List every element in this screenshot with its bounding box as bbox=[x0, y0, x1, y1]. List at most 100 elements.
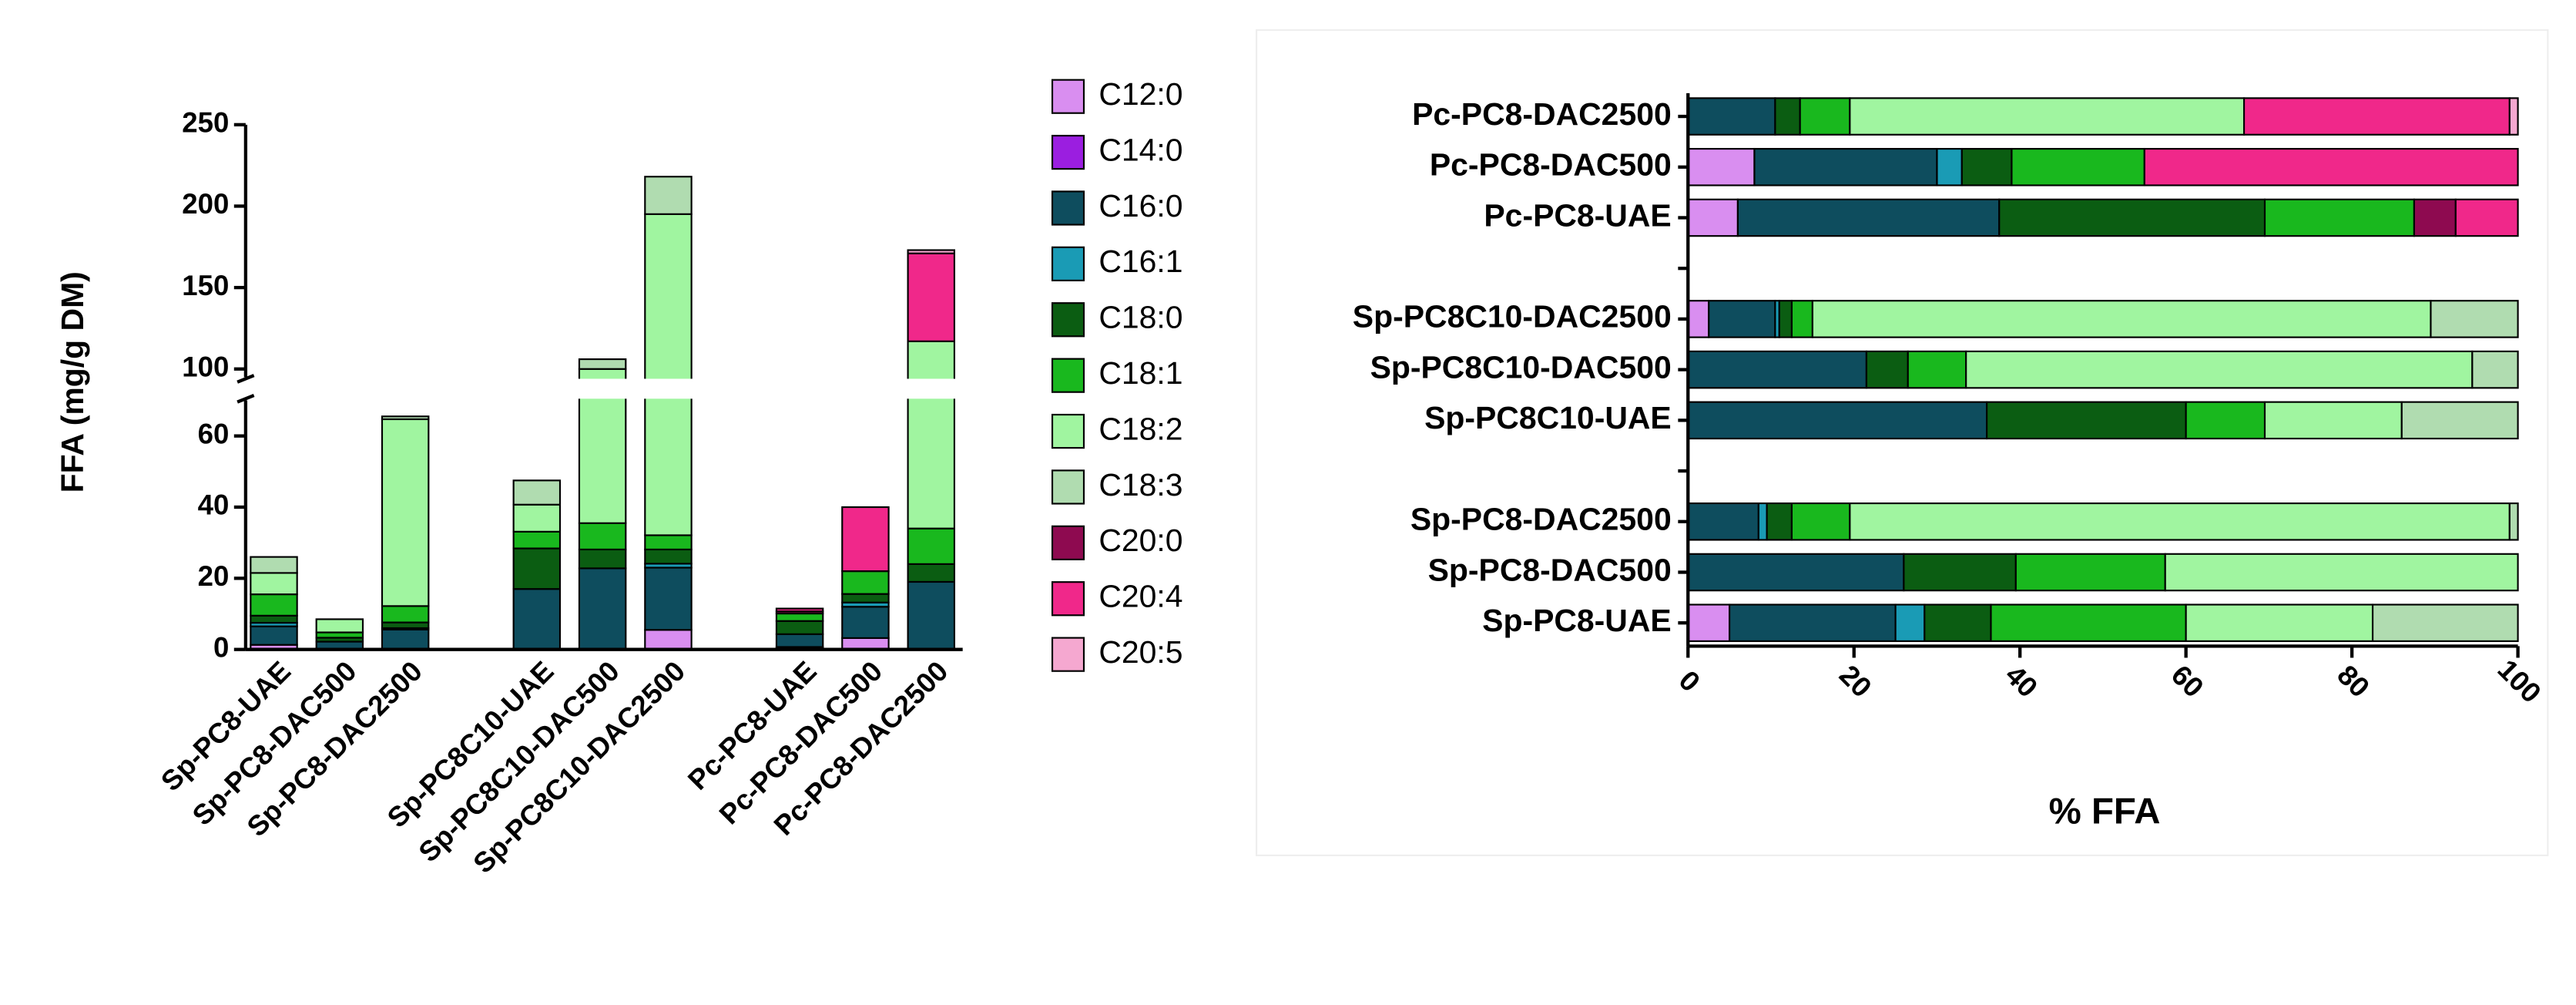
bar-segment bbox=[315, 618, 364, 634]
bar-segment bbox=[1986, 401, 2187, 440]
bar-segment bbox=[578, 548, 627, 570]
bar-segment bbox=[1687, 401, 1988, 440]
bar-segment bbox=[250, 593, 298, 617]
bar-segment bbox=[1811, 300, 2432, 338]
y-axis-title: FFA (mg/g DM) bbox=[55, 271, 90, 492]
bar-segment bbox=[907, 563, 955, 583]
bar-segment bbox=[841, 506, 890, 573]
bar-segment bbox=[2454, 198, 2519, 237]
legend-label: C20:0 bbox=[1098, 523, 1182, 558]
y-tick-label: Sp-PC8-UAE bbox=[1482, 603, 1672, 638]
bar-segment bbox=[512, 503, 562, 533]
x-tick-label: 40 bbox=[1999, 659, 2044, 704]
bar-segment bbox=[1736, 198, 2001, 237]
bar-segment bbox=[2143, 147, 2519, 187]
bar-segment bbox=[1778, 300, 1793, 338]
y-tick-label: Pc-PC8-DAC2500 bbox=[1412, 96, 1672, 132]
bar-segment bbox=[1990, 603, 2187, 642]
bar-segment bbox=[1849, 97, 2246, 136]
y-tick-label: Sp-PC8C10-DAC500 bbox=[1370, 349, 1672, 385]
bar-segment bbox=[1849, 503, 2511, 541]
bar-segment bbox=[381, 621, 430, 630]
legend-swatch bbox=[1051, 302, 1085, 338]
bar-segment bbox=[578, 358, 627, 370]
legend-label: C18:3 bbox=[1098, 467, 1182, 503]
bar-segment bbox=[841, 570, 890, 595]
bar-segment bbox=[1687, 553, 1905, 592]
bar-segment bbox=[2185, 603, 2374, 642]
y-tick-label: 40 bbox=[198, 489, 230, 521]
bar-segment bbox=[2014, 553, 2166, 592]
y-tick-label: 250 bbox=[182, 106, 229, 138]
legend-swatch bbox=[1051, 134, 1085, 170]
bar-segment bbox=[644, 534, 693, 551]
y-tick-label: 60 bbox=[198, 418, 230, 449]
x-axis-title: % FFA bbox=[2049, 792, 2161, 832]
bar-segment bbox=[775, 612, 824, 622]
bar-segment bbox=[1687, 147, 1756, 187]
bar-segment bbox=[1687, 97, 1776, 136]
bar-segment bbox=[2400, 401, 2519, 440]
bar-segment bbox=[1965, 350, 2474, 389]
bar-segment bbox=[2430, 300, 2519, 338]
bar-segment bbox=[2371, 603, 2519, 642]
bar-segment bbox=[1766, 503, 1793, 541]
bar-segment bbox=[907, 252, 955, 342]
legend-label: C18:2 bbox=[1098, 411, 1182, 446]
y-tick-label: 0 bbox=[213, 631, 229, 663]
y-tick-label: Pc-PC8-DAC500 bbox=[1430, 147, 1672, 183]
bar-segment bbox=[1998, 198, 2266, 237]
bar-segment bbox=[512, 479, 562, 506]
bar-segment bbox=[907, 340, 955, 529]
bar-segment bbox=[2011, 147, 2145, 187]
bar-segment bbox=[1687, 603, 1731, 642]
legend-label: C12:0 bbox=[1098, 76, 1182, 112]
legend-swatch bbox=[1051, 190, 1085, 226]
bar-segment bbox=[2242, 97, 2511, 136]
bar-segment bbox=[644, 213, 693, 536]
y-tick-label: 150 bbox=[182, 270, 229, 301]
legend-swatch bbox=[1051, 413, 1085, 449]
bar-segment bbox=[1729, 603, 1897, 642]
bar-segment bbox=[1687, 350, 1867, 389]
bar-segment bbox=[250, 556, 298, 574]
bar-segment bbox=[1903, 553, 2017, 592]
bar-segment bbox=[1790, 300, 1813, 338]
panel-frame bbox=[1255, 29, 2549, 856]
bar-segment bbox=[512, 547, 562, 590]
y-tick-label: Sp-PC8C10-DAC2500 bbox=[1353, 299, 1672, 334]
bar-segment bbox=[2471, 350, 2519, 389]
bar-segment bbox=[1799, 97, 1851, 136]
x-tick-label: 20 bbox=[1833, 659, 1878, 704]
bar-segment bbox=[2185, 401, 2266, 440]
y-tick-label: Sp-PC8-DAC2500 bbox=[1410, 502, 1672, 537]
legend-label: C20:5 bbox=[1098, 634, 1182, 670]
bar-segment bbox=[1865, 350, 1909, 389]
bar-segment bbox=[1907, 350, 1967, 389]
bar-segment bbox=[644, 176, 693, 215]
legend-label: C14:0 bbox=[1098, 132, 1182, 167]
bar-segment bbox=[1894, 603, 1926, 642]
legend-label: C18:1 bbox=[1098, 355, 1182, 391]
legend-swatch bbox=[1051, 246, 1085, 282]
bar-segment bbox=[644, 629, 693, 650]
bar-segment bbox=[1687, 503, 1759, 541]
axis-break-mark bbox=[236, 394, 255, 404]
bar-segment bbox=[1936, 147, 1963, 187]
bar-segment bbox=[841, 593, 890, 603]
y-tick-label: 20 bbox=[198, 560, 230, 592]
bar-segment bbox=[1961, 147, 2013, 187]
legend-label: C18:0 bbox=[1098, 300, 1182, 335]
bar-segment bbox=[250, 625, 298, 646]
x-tick-label: 60 bbox=[2165, 659, 2210, 704]
bar-segment bbox=[1687, 300, 1710, 338]
bar-segment bbox=[1687, 198, 1739, 237]
bar-segment bbox=[775, 620, 824, 635]
x-tick-label: 100 bbox=[2491, 654, 2547, 709]
bar-segment bbox=[2164, 553, 2519, 592]
bar-segment bbox=[775, 633, 824, 648]
bar-segment bbox=[2263, 198, 2415, 237]
bar-segment bbox=[841, 637, 890, 650]
bar-segment bbox=[2263, 401, 2403, 440]
bar-segment bbox=[578, 567, 627, 650]
